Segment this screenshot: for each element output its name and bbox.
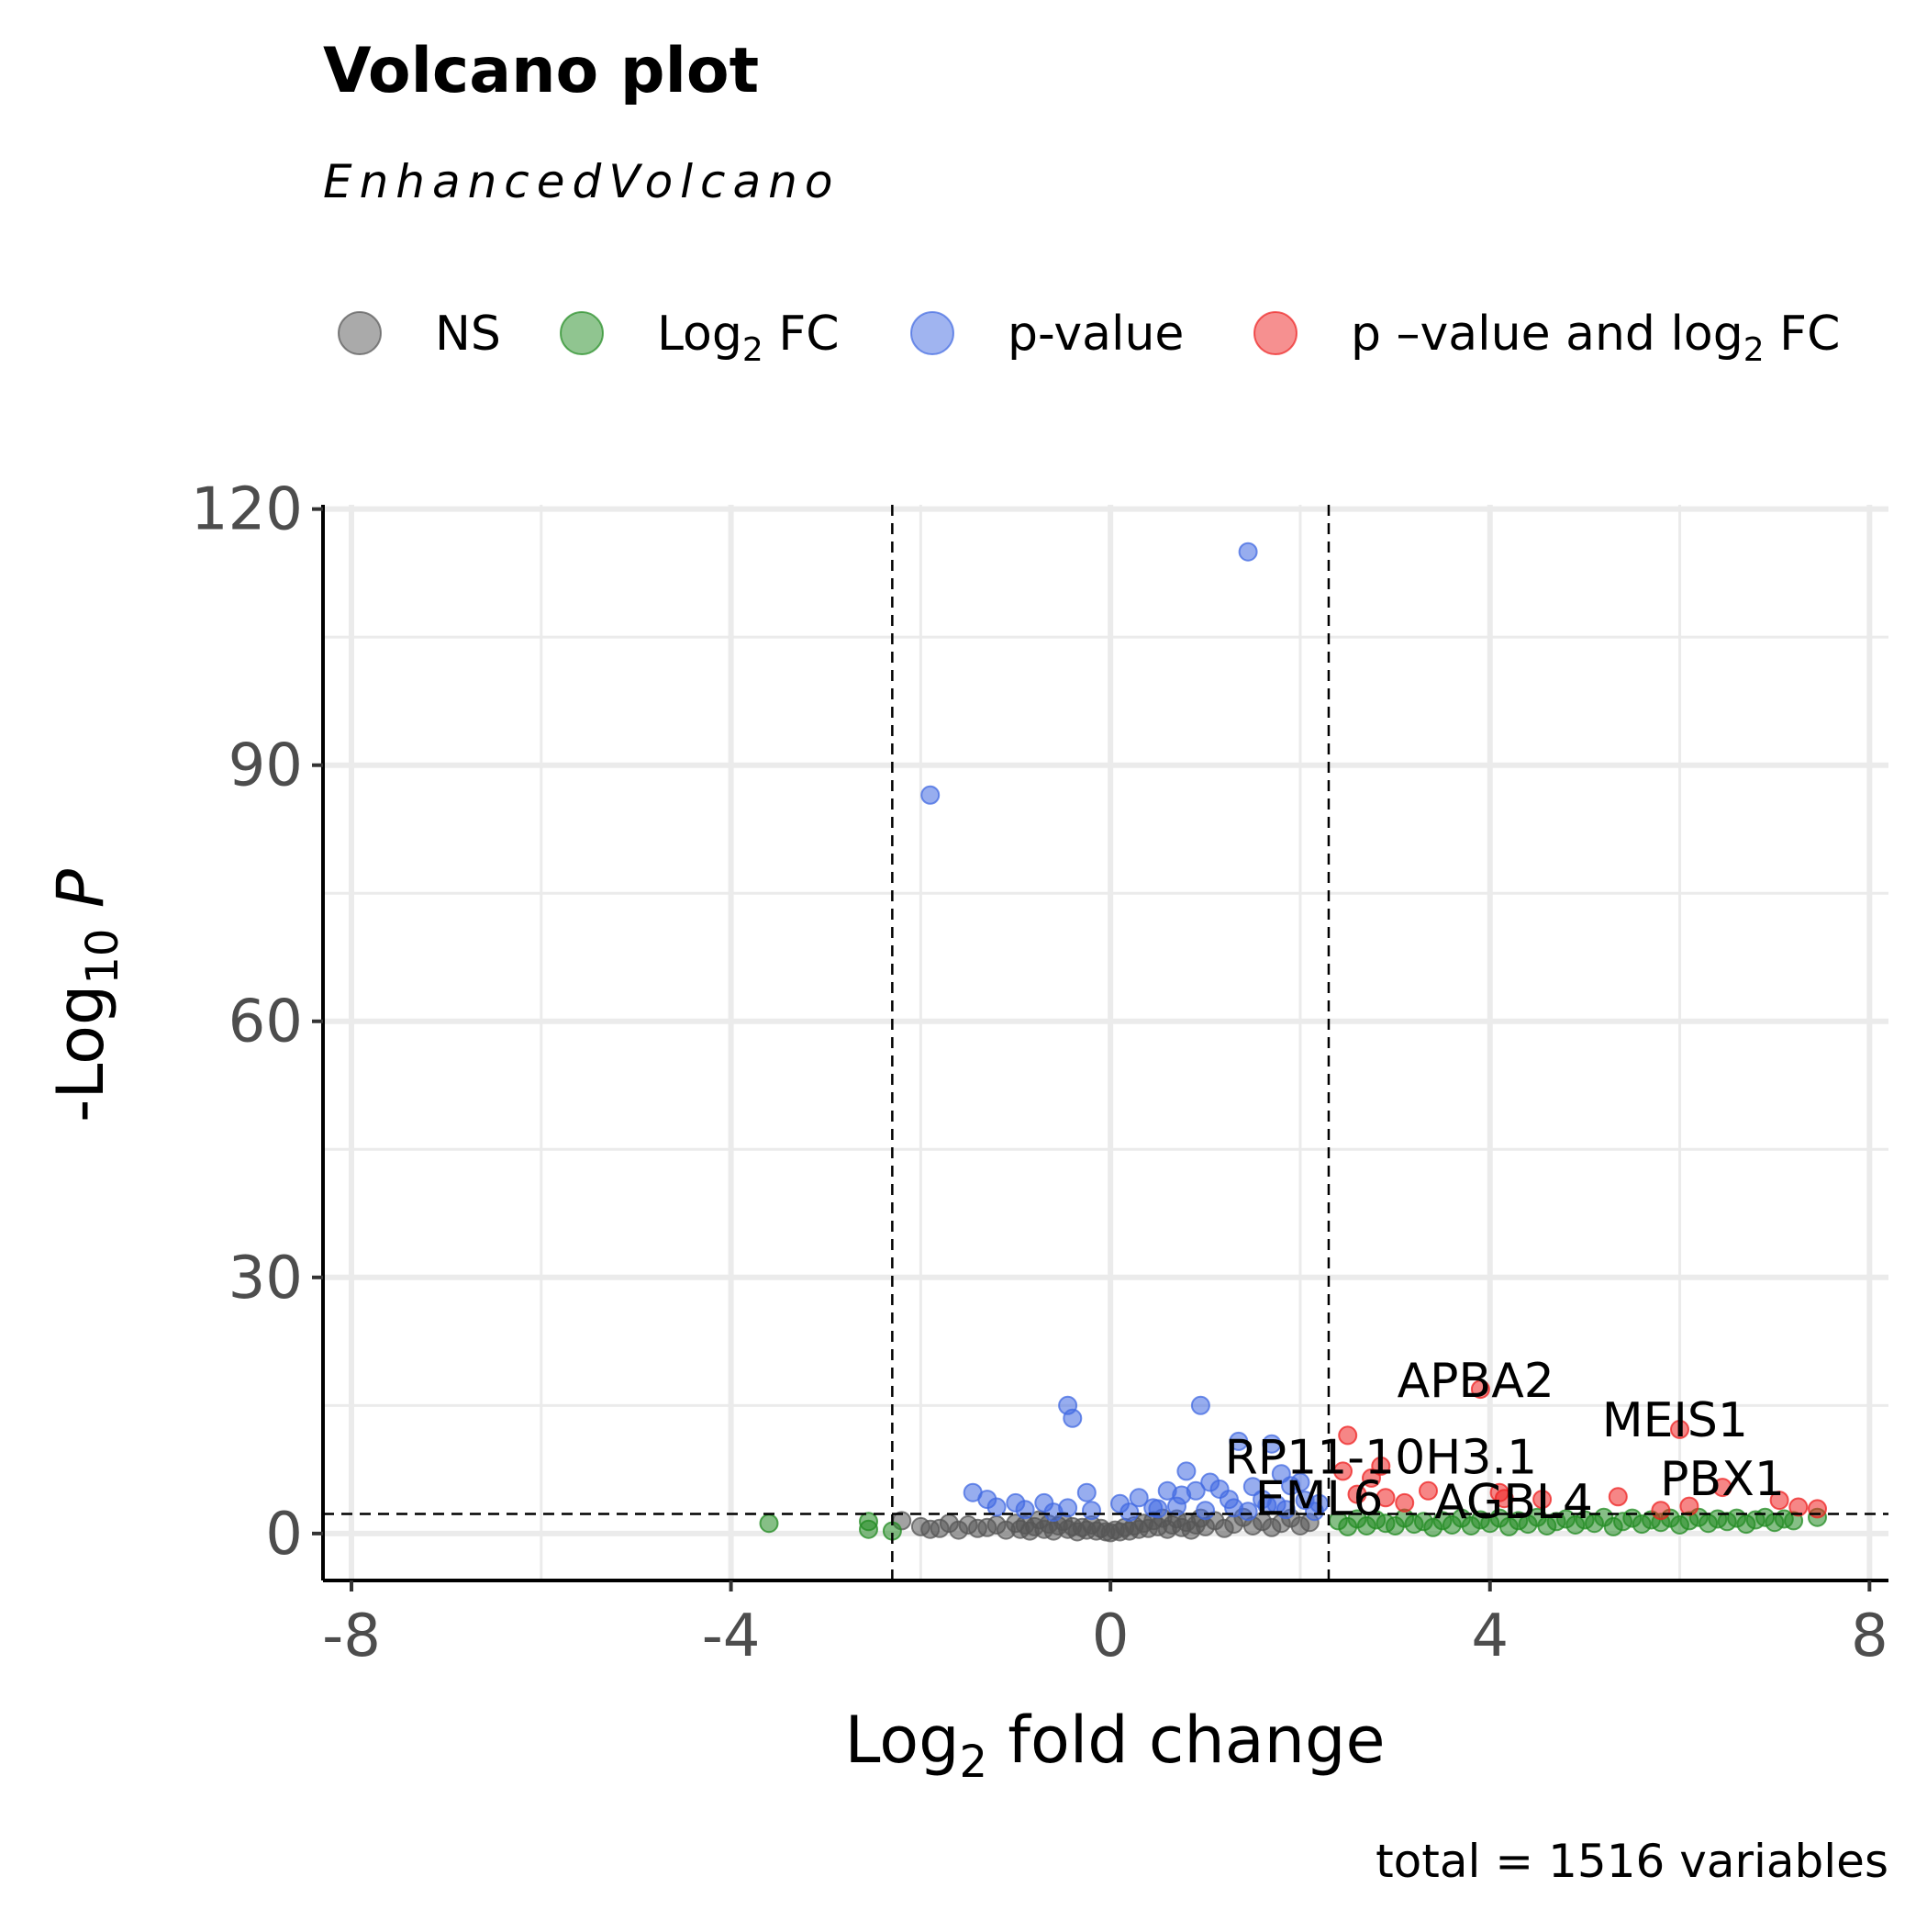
data-point-pfc (1470, 1379, 1490, 1400)
data-point-pfc (1712, 1478, 1732, 1498)
caption: total = 1516 variables (1376, 1835, 1888, 1888)
y-tick-label: 60 (228, 988, 303, 1056)
data-point-p (1242, 1477, 1263, 1497)
legend-marker-fc (560, 311, 604, 355)
data-point-p (1119, 1502, 1140, 1523)
y-tick-label: 30 (228, 1245, 303, 1312)
data-point-p (1229, 1431, 1249, 1451)
data-point-p (1129, 1488, 1149, 1508)
gene-label: EML6 (1255, 1471, 1384, 1526)
data-point-pfc (1788, 1497, 1809, 1517)
data-point-pfc (1333, 1461, 1353, 1481)
gene-label: RP11-10H3.1 (1225, 1431, 1537, 1486)
chart-title: Volcano plot (323, 35, 759, 107)
series-fc (759, 1507, 1827, 1541)
series-ns (892, 1507, 1320, 1543)
axes: -8 -4 0 4 8 0 30 60 90 120 (191, 476, 1888, 1670)
data-point-pfc (1376, 1488, 1396, 1508)
data-point-pfc (1494, 1489, 1514, 1509)
data-point-pfc (1419, 1480, 1438, 1501)
series-p (920, 542, 1330, 1523)
y-tick-label: 120 (191, 476, 303, 544)
plot-points (759, 542, 1827, 1543)
gene-label: AGBL4 (1434, 1475, 1593, 1530)
data-point-pfc (1347, 1484, 1367, 1504)
data-point-p (1238, 542, 1258, 562)
data-point-p (1190, 1395, 1210, 1415)
data-point-p (1196, 1501, 1216, 1521)
data-point-p (986, 1497, 1007, 1517)
legend-label-fc: Log2 FC (657, 307, 840, 369)
data-point-p (1262, 1434, 1282, 1454)
y-tick-label: 0 (265, 1501, 303, 1569)
legend-label-pfc: p –value and log2 FC (1351, 307, 1840, 369)
x-tick-label: -8 (322, 1603, 381, 1670)
series-pfc (1333, 1379, 1827, 1521)
data-point-p (1063, 1408, 1083, 1428)
gene-labels: APBA2 MEIS1 RP11-10H3.1 PBX1 EML6 AGBL4 (1225, 1354, 1785, 1530)
data-point-p (1186, 1480, 1206, 1501)
y-axis-title: -Log10 P (43, 868, 128, 1122)
threshold-lines (323, 505, 1888, 1580)
legend-label-ns: NS (435, 307, 501, 362)
data-point-pfc (1670, 1419, 1689, 1439)
data-point-p (1281, 1476, 1301, 1496)
x-axis-title: Log2 fold change (844, 1703, 1385, 1788)
data-point-pfc (1395, 1492, 1415, 1513)
data-point-fc (759, 1513, 779, 1534)
data-point-pfc (1532, 1490, 1553, 1510)
legend: NS Log2 FC p-value p –value and log2 FC (338, 307, 1840, 369)
x-tick-label: 0 (1092, 1603, 1130, 1670)
x-tick-label: 8 (1851, 1603, 1888, 1670)
data-point-p (1015, 1500, 1035, 1520)
y-tick-label: 90 (228, 732, 303, 800)
data-point-p (1238, 1502, 1258, 1522)
data-point-fc (859, 1519, 878, 1539)
data-point-pfc (1362, 1468, 1381, 1488)
data-point-pfc (1769, 1491, 1789, 1511)
gene-label: PBX1 (1660, 1452, 1785, 1507)
data-point-p (1176, 1461, 1197, 1481)
data-point-p (1076, 1482, 1097, 1502)
chart-subtitle: EnhancedVolcano (323, 155, 840, 208)
x-tick-label: 4 (1471, 1603, 1509, 1670)
data-point-p (920, 785, 941, 805)
data-point-p (1082, 1501, 1101, 1521)
legend-marker-p (910, 311, 954, 355)
x-tick-label: -4 (702, 1603, 761, 1670)
gene-label: MEIS1 (1602, 1393, 1748, 1448)
legend-marker-ns (338, 311, 382, 355)
data-point-pfc (1608, 1487, 1628, 1507)
data-point-p (1167, 1496, 1186, 1516)
data-point-pfc (1338, 1425, 1358, 1446)
legend-marker-pfc (1253, 311, 1298, 355)
gene-label: APBA2 (1398, 1354, 1554, 1409)
legend-label-p: p-value (1008, 307, 1184, 362)
data-point-p (1043, 1502, 1064, 1523)
